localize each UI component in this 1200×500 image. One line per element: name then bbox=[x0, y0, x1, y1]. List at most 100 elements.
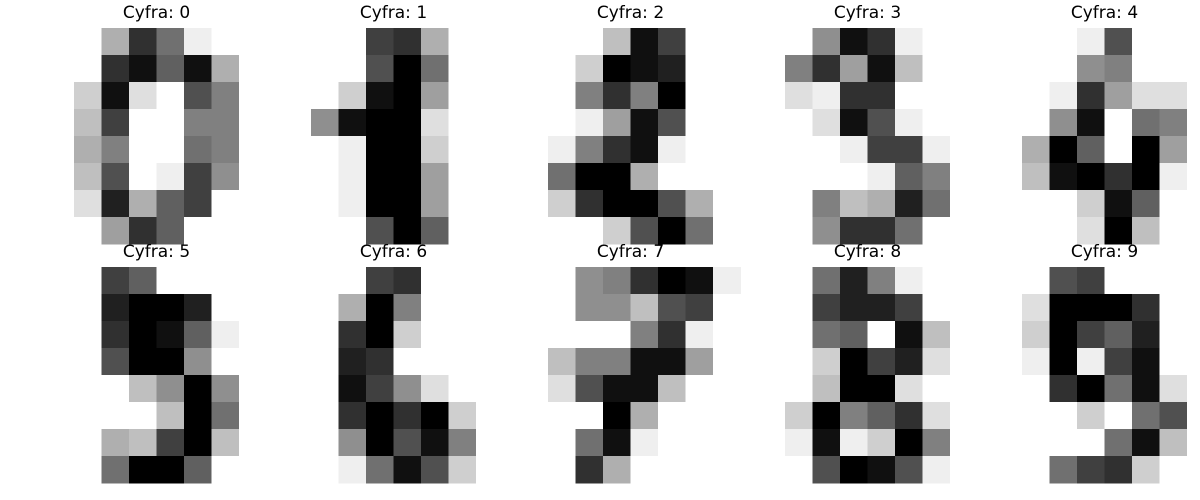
pixel-cell bbox=[520, 294, 549, 322]
pixel-cell bbox=[922, 28, 951, 56]
pixel-cell bbox=[1049, 402, 1078, 430]
pixel-cell bbox=[74, 348, 102, 376]
digit-panel: Cyfra: 1 bbox=[283, 0, 504, 245]
digit-panel: Cyfra: 2 bbox=[520, 0, 741, 245]
pixel-cell bbox=[630, 82, 659, 110]
pixel-cell bbox=[685, 190, 714, 218]
pixel-cell bbox=[448, 294, 477, 322]
pixel-cell bbox=[338, 375, 367, 403]
pixel-cell bbox=[603, 321, 631, 349]
pixel-cell bbox=[476, 217, 504, 245]
pixel-cell bbox=[840, 294, 868, 322]
pixel-cell bbox=[1022, 136, 1050, 164]
pixel-cell bbox=[1159, 163, 1188, 191]
pixel-cell bbox=[476, 109, 504, 137]
pixel-cell bbox=[311, 429, 339, 457]
pixel-cell bbox=[548, 267, 576, 295]
pixel-cell bbox=[1187, 163, 1200, 191]
pixel-cell bbox=[785, 321, 813, 349]
pixel-cell bbox=[994, 190, 1023, 218]
pixel-cell bbox=[156, 456, 185, 484]
pixel-cell bbox=[1132, 55, 1160, 83]
panel-title: Cyfra: 8 bbox=[833, 242, 902, 262]
pixel-cell bbox=[338, 267, 367, 295]
pixel-cell bbox=[520, 55, 549, 83]
pixel-cell bbox=[1022, 402, 1050, 430]
pixel-cell bbox=[548, 375, 576, 403]
pixel-cell bbox=[1104, 321, 1133, 349]
pixel-cell bbox=[812, 109, 841, 137]
pixel-cell bbox=[1049, 321, 1078, 349]
pixel-cell bbox=[283, 429, 312, 457]
pixel-cell bbox=[101, 294, 130, 322]
pixel-cell bbox=[239, 294, 267, 322]
pixel-cell bbox=[603, 348, 631, 376]
pixel-cell bbox=[1049, 456, 1078, 484]
pixel-cell bbox=[338, 348, 367, 376]
pixel-cell bbox=[184, 109, 212, 137]
pixel-cell bbox=[156, 375, 185, 403]
pixel-cell bbox=[1159, 55, 1188, 83]
pixel-cell bbox=[994, 321, 1023, 349]
pixel-cell bbox=[922, 348, 951, 376]
panel-title: Cyfra: 2 bbox=[596, 3, 665, 23]
pixel-cell bbox=[1187, 375, 1200, 403]
pixel-cell bbox=[922, 136, 951, 164]
pixel-cell bbox=[283, 217, 312, 245]
pixel-cell bbox=[129, 294, 157, 322]
pixel-cell bbox=[575, 402, 604, 430]
pixel-cell bbox=[283, 375, 312, 403]
pixel-cell bbox=[129, 55, 157, 83]
pixel-cell bbox=[1049, 55, 1078, 83]
pixel-cell bbox=[101, 429, 130, 457]
pixel-cell bbox=[548, 456, 576, 484]
pixel-cell bbox=[867, 136, 896, 164]
pixel-cell bbox=[994, 55, 1023, 83]
pixel-cell bbox=[685, 375, 714, 403]
digit-image bbox=[283, 28, 504, 245]
pixel-cell bbox=[950, 402, 978, 430]
pixel-cell bbox=[211, 456, 240, 484]
pixel-cell bbox=[548, 109, 576, 137]
pixel-cell bbox=[184, 294, 212, 322]
pixel-cell bbox=[239, 109, 267, 137]
pixel-cell bbox=[156, 109, 185, 137]
pixel-cell bbox=[311, 348, 339, 376]
pixel-cell bbox=[129, 429, 157, 457]
pixel-cell bbox=[840, 28, 868, 56]
pixel-cell bbox=[1159, 217, 1188, 245]
pixel-cell bbox=[757, 321, 786, 349]
pixel-cell bbox=[448, 217, 477, 245]
pixel-cell bbox=[448, 456, 477, 484]
pixel-cell bbox=[393, 267, 422, 295]
pixel-cell bbox=[685, 217, 714, 245]
pixel-cell bbox=[1132, 348, 1160, 376]
pixel-cell bbox=[895, 456, 923, 484]
pixel-cell bbox=[757, 348, 786, 376]
pixel-cell bbox=[658, 163, 686, 191]
pixel-cell bbox=[156, 429, 185, 457]
pixel-cell bbox=[1104, 348, 1133, 376]
pixel-cell bbox=[658, 375, 686, 403]
digit-panel: Cyfra: 9 bbox=[994, 239, 1200, 484]
pixel-cell bbox=[867, 402, 896, 430]
pixel-cell bbox=[658, 82, 686, 110]
pixel-cell bbox=[1159, 267, 1188, 295]
pixel-cell bbox=[1104, 82, 1133, 110]
pixel-cell bbox=[840, 375, 868, 403]
pixel-cell bbox=[184, 55, 212, 83]
pixel-cell bbox=[994, 402, 1023, 430]
pixel-cell bbox=[713, 402, 741, 430]
digit-panel: Cyfra: 6 bbox=[283, 239, 504, 484]
pixel-cell bbox=[658, 456, 686, 484]
pixel-cell bbox=[421, 429, 449, 457]
pixel-cell bbox=[994, 217, 1023, 245]
pixel-cell bbox=[895, 402, 923, 430]
pixel-cell bbox=[421, 375, 449, 403]
digit-panel: Cyfra: 8 bbox=[757, 239, 978, 484]
pixel-cell bbox=[1187, 402, 1200, 430]
pixel-cell bbox=[603, 402, 631, 430]
pixel-cell bbox=[867, 375, 896, 403]
panel-title: Cyfra: 7 bbox=[596, 242, 665, 262]
pixel-cell bbox=[421, 109, 449, 137]
